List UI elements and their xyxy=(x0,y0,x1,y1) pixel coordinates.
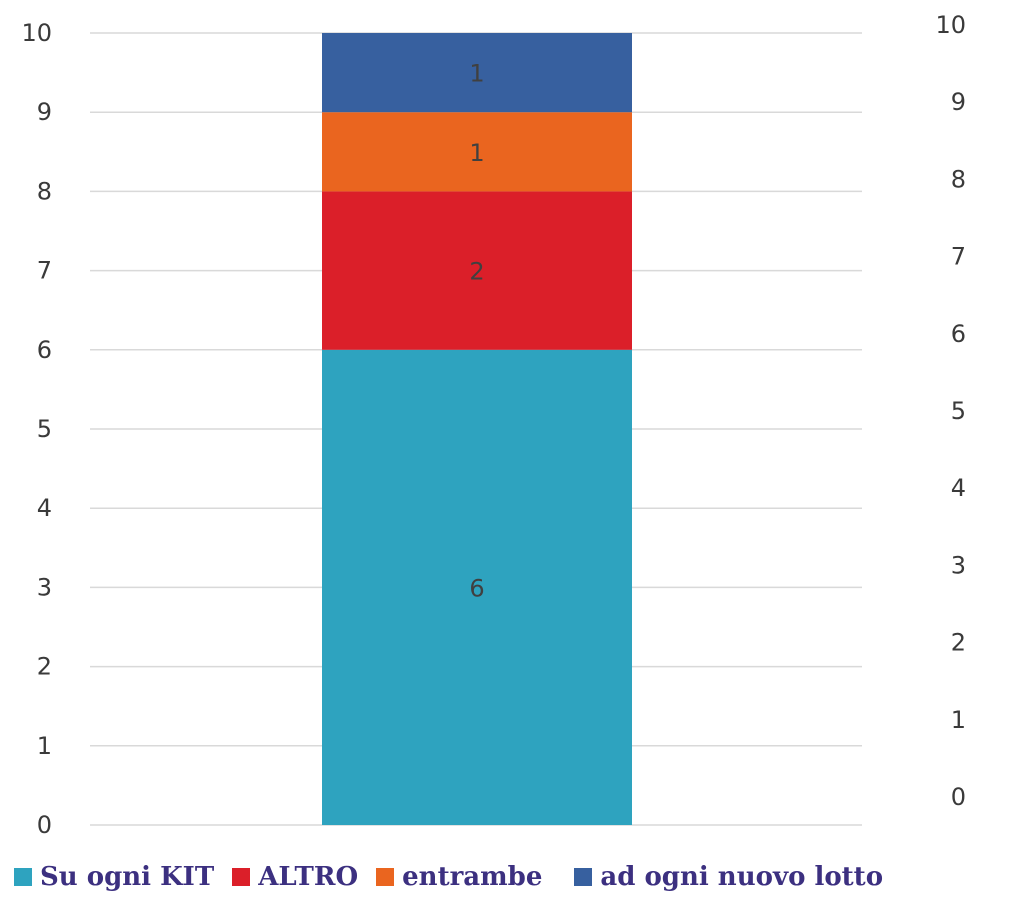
secondary-y-tick-label: 10 xyxy=(935,11,966,39)
y-tick-label: 3 xyxy=(37,573,52,601)
secondary-y-tick-label: 7 xyxy=(951,243,966,271)
data-label: 1 xyxy=(469,60,484,88)
y-tick-label: 4 xyxy=(37,494,52,522)
y-tick-label: 9 xyxy=(37,98,52,126)
legend-label: ALTRO xyxy=(258,862,359,892)
y-tick-label: 6 xyxy=(37,336,52,364)
bar-segment xyxy=(322,112,632,192)
data-labels: 6 2 1 1 xyxy=(469,60,484,603)
secondary-y-tick-label: 4 xyxy=(951,474,966,502)
secondary-y-tick-label: 6 xyxy=(951,320,966,348)
bar-segment xyxy=(322,33,632,113)
data-label: 6 xyxy=(469,574,484,602)
bar-segment xyxy=(322,349,632,825)
stacked-bar xyxy=(322,33,632,825)
y-axis-left: 0 1 2 3 4 5 6 7 8 9 10 xyxy=(21,19,52,839)
secondary-y-tick-label: 1 xyxy=(951,706,966,734)
y-axis-right: 0 1 2 3 4 5 6 7 8 9 10 xyxy=(935,11,966,811)
bar-segment xyxy=(322,191,632,350)
y-tick-label: 7 xyxy=(37,257,52,285)
data-label: 2 xyxy=(469,258,484,286)
legend-swatch xyxy=(232,868,251,886)
legend-label: entrambe xyxy=(402,862,543,892)
legend-item: Su ogni KIT xyxy=(14,862,214,892)
y-tick-label: 8 xyxy=(37,177,52,205)
legend-swatch xyxy=(574,868,593,886)
legend-swatch xyxy=(376,868,395,886)
legend-item: ALTRO xyxy=(232,862,358,892)
y-tick-label: 5 xyxy=(37,415,52,443)
chart: 0 1 2 3 4 5 6 7 8 9 10 0 1 2 3 4 5 6 7 8 9 10 6 2 1 1 xyxy=(21,11,966,839)
y-tick-label: 1 xyxy=(37,732,52,760)
y-tick-label: 0 xyxy=(37,811,52,839)
data-label: 1 xyxy=(469,139,484,167)
legend-item: ad ogni nuovo lotto xyxy=(574,862,883,892)
secondary-y-tick-label: 2 xyxy=(951,629,966,657)
legend-label: ad ogni nuovo lotto xyxy=(600,862,884,892)
y-tick-label: 2 xyxy=(37,653,52,681)
secondary-y-tick-label: 5 xyxy=(951,397,966,425)
legend-item: entrambe xyxy=(376,862,542,892)
legend-label: Su ogni KIT xyxy=(40,862,215,892)
secondary-y-tick-label: 9 xyxy=(951,88,966,116)
y-tick-label: 10 xyxy=(21,19,52,47)
legend: Su ogni KIT ALTRO entrambe ad ogni nuovo lo… xyxy=(14,862,901,892)
secondary-y-tick-label: 8 xyxy=(951,165,966,193)
secondary-y-tick-label: 3 xyxy=(951,551,966,579)
legend-swatch xyxy=(14,868,32,886)
secondary-y-tick-label: 0 xyxy=(951,783,966,811)
